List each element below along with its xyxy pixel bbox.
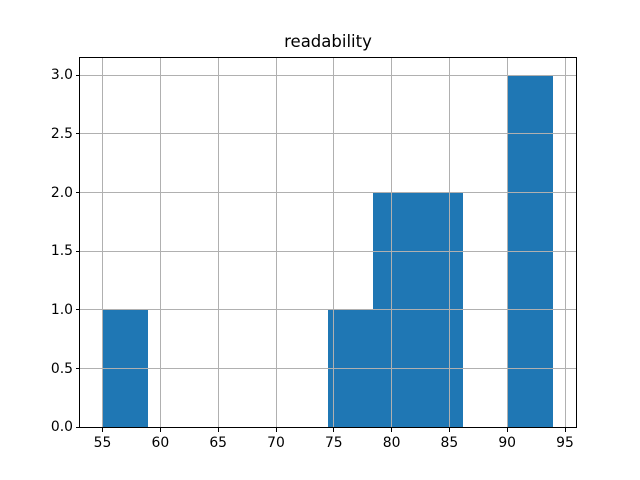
x-tick-label: 70 [267, 435, 285, 452]
plot-area [79, 56, 577, 429]
y-tick-label: 2.0 [50, 184, 73, 201]
y-gridline [80, 426, 576, 428]
x-tick-label: 85 [440, 435, 459, 452]
y-tick [75, 426, 79, 428]
x-gridline [391, 57, 393, 428]
y-gridline [80, 250, 576, 252]
x-tick-label: 80 [382, 435, 401, 452]
x-tick-label: 65 [209, 435, 228, 452]
y-tick [75, 250, 79, 252]
x-gridline [275, 57, 277, 428]
y-gridline [80, 367, 576, 369]
x-tick [506, 428, 508, 432]
x-gridline [102, 57, 103, 428]
y-tick [75, 74, 79, 76]
x-tick [564, 428, 566, 432]
x-tick [275, 428, 277, 432]
y-tick [75, 192, 79, 193]
x-tick [391, 428, 393, 432]
x-tick-label: 95 [556, 435, 574, 452]
x-tick-label: 55 [93, 435, 112, 452]
y-tick [75, 133, 79, 135]
x-tick [448, 428, 450, 432]
y-gridline [80, 133, 576, 135]
y-tick-label: 1.0 [50, 301, 73, 318]
x-gridline [217, 57, 219, 428]
y-tick [75, 309, 79, 311]
y-tick-label: 0.5 [50, 360, 73, 377]
chart-title: readability [284, 32, 372, 51]
y-tick-label: 3.0 [50, 67, 73, 84]
x-tick [102, 428, 103, 432]
y-tick-label: 1.5 [50, 243, 73, 260]
y-gridline [80, 74, 576, 76]
x-tick-label: 75 [324, 435, 343, 452]
y-gridline [80, 191, 576, 193]
x-tick-label: 60 [151, 435, 170, 452]
x-gridline [506, 57, 508, 428]
x-tick-label: 90 [498, 435, 517, 452]
x-gridline [159, 57, 161, 428]
x-gridline [564, 57, 566, 428]
y-tick-label: 2.5 [50, 125, 73, 142]
x-tick [217, 428, 219, 432]
x-gridline [333, 57, 335, 428]
y-gridline [80, 309, 576, 311]
y-tick-label: 0.0 [50, 419, 73, 436]
y-tick [75, 368, 79, 369]
x-gridline [448, 57, 450, 428]
x-tick [333, 428, 335, 432]
x-tick [159, 428, 161, 432]
